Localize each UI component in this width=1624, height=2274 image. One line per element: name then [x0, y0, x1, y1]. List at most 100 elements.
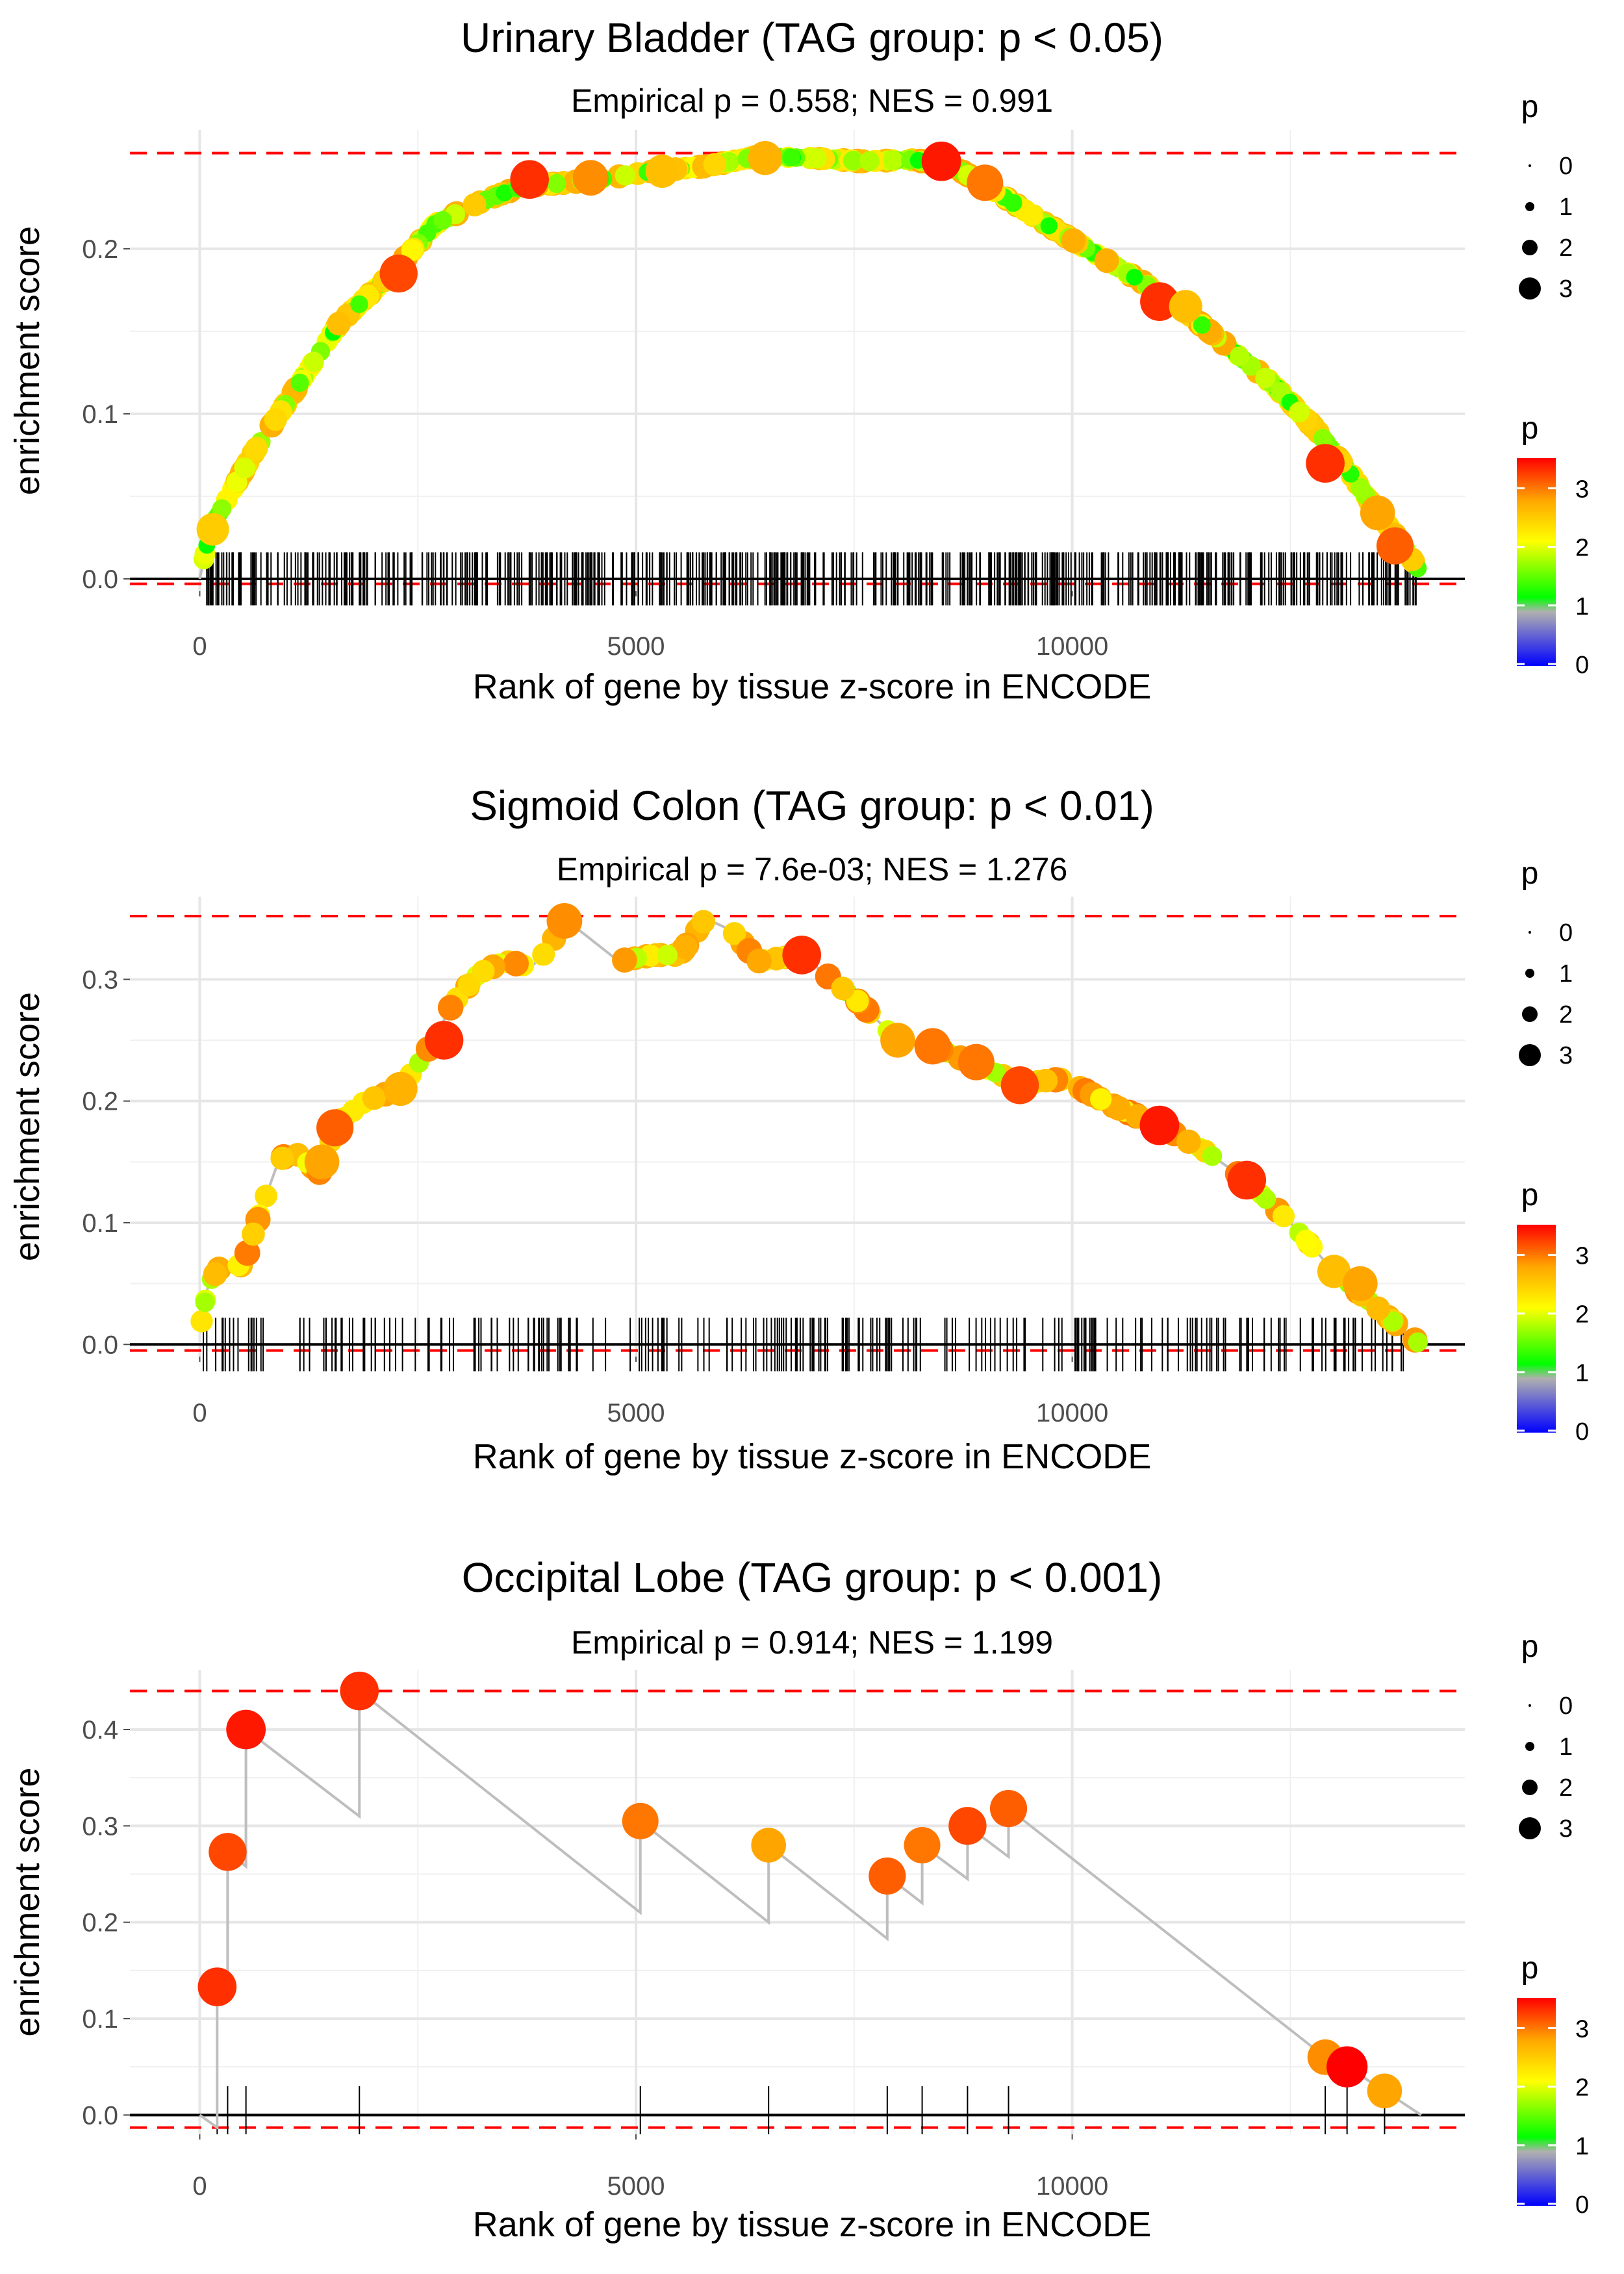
- size-legend-label: 0: [1559, 1693, 1573, 1720]
- x-tick-label: 5000: [607, 1399, 665, 1427]
- es-point: [1256, 1189, 1276, 1209]
- colorbar-tick-label: 0: [1575, 652, 1589, 679]
- y-tick-label: 0.2: [82, 1088, 118, 1116]
- es-highlight-point: [546, 903, 583, 939]
- size-legend-label: 1: [1559, 194, 1573, 221]
- es-highlight-point: [383, 1071, 418, 1106]
- chart-subtitle: Empirical p = 0.914; NES = 1.199: [571, 1624, 1053, 1661]
- es-point: [703, 153, 727, 176]
- es-highlight-point: [1326, 2046, 1368, 2088]
- chart-subtitle: Empirical p = 0.558; NES = 0.991: [571, 83, 1053, 119]
- running-es-line: [199, 1688, 1422, 2130]
- es-point: [782, 148, 800, 166]
- es-point: [362, 1086, 387, 1110]
- y-tick-label: 0.3: [82, 965, 118, 994]
- es-highlight-point: [958, 1043, 995, 1080]
- es-highlight-point: [424, 1021, 464, 1060]
- size-legend-dot: [1529, 931, 1531, 934]
- es-point: [1040, 217, 1058, 235]
- gridlines: [130, 130, 1465, 591]
- y-tick-label: 0.2: [82, 235, 118, 264]
- size-legend-label: 1: [1559, 1733, 1573, 1761]
- es-point: [303, 351, 324, 372]
- size-legend-dot: [1525, 1742, 1534, 1751]
- size-legend-label: 2: [1559, 1001, 1573, 1028]
- es-point: [722, 922, 746, 945]
- es-highlight-point: [914, 1028, 951, 1065]
- es-point: [1313, 429, 1333, 448]
- x-tick-label: 0: [192, 1399, 207, 1427]
- es-point: [255, 1184, 277, 1208]
- es-highlight-point: [948, 1807, 987, 1845]
- colorbar: [1517, 1998, 1556, 2206]
- es-point: [1034, 1068, 1058, 1093]
- es-highlight-point: [226, 1709, 266, 1750]
- y-tick-label: 0.1: [82, 2005, 118, 2034]
- colorbar-tick-label: 2: [1575, 2075, 1589, 2102]
- colorbar-tick-label: 3: [1575, 2016, 1589, 2043]
- size-legend-dot: [1525, 202, 1534, 211]
- es-point: [1061, 228, 1086, 253]
- es-point: [327, 311, 351, 336]
- es-point: [1106, 1095, 1132, 1121]
- es-point: [1021, 203, 1043, 226]
- es-highlight-point: [1376, 527, 1414, 565]
- es-point: [270, 1146, 294, 1170]
- es-highlight-point: [1140, 282, 1179, 321]
- es-point: [350, 295, 368, 313]
- size-legend-dot: [1519, 1817, 1541, 1839]
- size-legend-dot: [1525, 969, 1534, 978]
- size-legend-dot: [1519, 1044, 1541, 1066]
- colorbar-tick-label: 2: [1575, 1301, 1589, 1329]
- es-point: [496, 184, 513, 202]
- es-point: [883, 150, 904, 171]
- es-point: [203, 1262, 227, 1286]
- size-legend-title: p: [1521, 1629, 1539, 1664]
- es-highlight-point: [209, 1833, 247, 1871]
- es-point: [190, 1310, 213, 1333]
- size-legend-label: 1: [1559, 960, 1573, 988]
- color-legend-title: p: [1521, 1178, 1539, 1212]
- es-point: [1090, 1088, 1112, 1110]
- x-axis-label: Rank of gene by tissue z-score in ENCODE: [473, 2205, 1151, 2244]
- es-highlight-point: [1367, 2073, 1402, 2109]
- es-point: [831, 977, 855, 1001]
- size-legend-title: p: [1521, 856, 1539, 891]
- es-point: [1350, 478, 1370, 498]
- es-point: [1004, 194, 1022, 212]
- colorbar-tick-label: 1: [1575, 593, 1589, 620]
- y-tick-label: 0.3: [82, 1812, 118, 1841]
- es-highlight-point: [340, 1671, 379, 1711]
- es-point: [1289, 402, 1310, 422]
- es-highlight-point: [869, 1857, 906, 1895]
- size-legend-label: 3: [1559, 275, 1573, 303]
- es-point: [691, 910, 716, 934]
- size-legend-label: 3: [1559, 1815, 1573, 1843]
- es-point: [212, 499, 232, 518]
- es-point: [1408, 1332, 1428, 1352]
- es-point: [1193, 316, 1211, 334]
- es-highlight-point: [1306, 444, 1345, 483]
- es-point: [401, 239, 424, 262]
- es-point: [433, 211, 452, 230]
- es-highlight-point: [645, 154, 679, 188]
- es-point: [615, 165, 636, 186]
- es-point: [843, 151, 863, 171]
- colorbar-tick-label: 3: [1575, 1243, 1589, 1270]
- es-point: [1126, 268, 1143, 286]
- color-legend: p 0 1 2 3: [1517, 411, 1589, 679]
- es-point: [437, 995, 464, 1021]
- size-legend-dot: [1522, 240, 1538, 255]
- colorbar-tick-label: 3: [1575, 476, 1589, 504]
- es-point: [234, 1240, 260, 1266]
- es-highlight-point: [510, 160, 549, 199]
- es-point: [1255, 367, 1276, 389]
- es-point: [859, 151, 880, 172]
- es-highlight-point: [921, 141, 961, 181]
- es-point-cloud: [190, 910, 1428, 1353]
- colorbar: [1517, 458, 1556, 666]
- es-point: [463, 193, 487, 217]
